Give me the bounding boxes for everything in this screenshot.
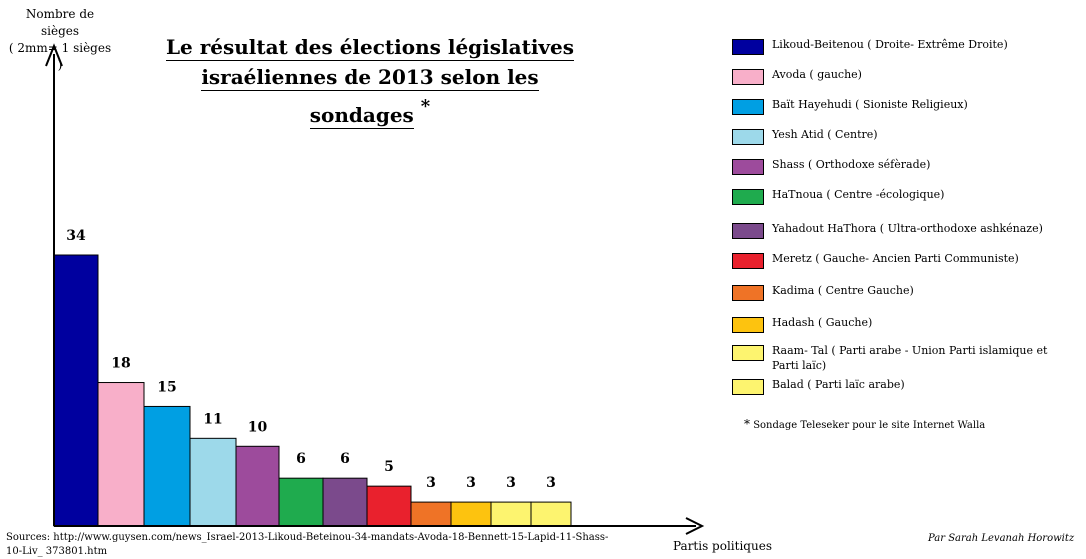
footnote-text: Sondage Teleseker pour le site Internet … xyxy=(753,420,986,431)
footnote-asterisk: * xyxy=(744,417,750,431)
legend-swatch-12 xyxy=(732,379,764,395)
value-label-1: 34 xyxy=(66,228,86,244)
value-label-10: 3 xyxy=(466,475,476,491)
legend-label-1: Likoud-Beitenou ( Droite- Extrême Droite… xyxy=(772,38,1008,51)
bar-3 xyxy=(143,405,191,527)
legend-label-12: Balad ( Parti laïc arabe) xyxy=(772,378,905,391)
legend-label-4: Yesh Atid ( Centre) xyxy=(772,128,878,141)
author-credit: Par Sarah Levanah Horowitz xyxy=(928,533,1075,544)
bar-9 xyxy=(410,501,452,527)
x-axis-label: Partis politiques xyxy=(673,539,772,553)
chart-title-line1: Le résultat des élections législatives xyxy=(165,35,575,61)
legend-label-11: Raam- Tal ( Parti arabe - Union Parti is… xyxy=(772,344,1048,372)
value-label-2: 18 xyxy=(111,356,130,372)
value-label-11: 3 xyxy=(506,475,516,491)
legend-swatch-2 xyxy=(732,69,764,85)
value-label-4: 11 xyxy=(203,411,222,427)
chart-title: Le résultat des élections législatives i… xyxy=(160,32,580,130)
legend-swatch-4 xyxy=(732,129,764,145)
legend-item-11: Raam- Tal ( Parti arabe - Union Parti is… xyxy=(732,343,1072,373)
sources-text: Sources: http://www.guysen.com/news_Isra… xyxy=(6,532,609,557)
value-label-6: 6 xyxy=(296,451,306,467)
value-label-5: 10 xyxy=(248,419,268,435)
legend-label-5: Shass ( Orthodoxe séfèrade) xyxy=(772,158,931,171)
bar-4 xyxy=(189,437,237,527)
x-axis xyxy=(54,517,705,535)
legend-item-1: Likoud-Beitenou ( Droite- Extrême Droite… xyxy=(732,37,1072,55)
legend-swatch-5 xyxy=(732,159,764,175)
value-label-8: 5 xyxy=(384,459,394,475)
bar-12 xyxy=(530,501,572,527)
legend-swatch-7 xyxy=(732,223,764,239)
legend-label-2: Avoda ( gauche) xyxy=(772,68,862,81)
legend-item-9: Kadima ( Centre Gauche) xyxy=(732,283,1072,301)
legend-label-3: Baït Hayehudi ( Sioniste Religieux) xyxy=(772,98,968,111)
legend-item-3: Baït Hayehudi ( Sioniste Religieux) xyxy=(732,97,1072,115)
chart-title-line2: israéliennes de 2013 selon les sondages xyxy=(201,65,539,129)
value-label-7: 6 xyxy=(340,451,350,467)
legend-swatch-1 xyxy=(732,39,764,55)
legend-swatch-6 xyxy=(732,189,764,205)
bar-2 xyxy=(97,382,145,527)
legend-label-10: Hadash ( Gauche) xyxy=(772,316,873,329)
chart-title-asterisk: * xyxy=(420,96,431,117)
bar-6 xyxy=(278,477,324,527)
bars-group xyxy=(53,254,572,527)
value-label-12: 3 xyxy=(546,475,556,491)
legend-label-9: Kadima ( Centre Gauche) xyxy=(772,284,914,297)
legend-item-10: Hadash ( Gauche) xyxy=(732,315,1072,333)
legend-label-7: Yahadout HaThora ( Ultra-orthodoxe ashké… xyxy=(772,222,1043,235)
legend-item-12: Balad ( Parti laïc arabe) xyxy=(732,377,1072,395)
legend-item-4: Yesh Atid ( Centre) xyxy=(732,127,1072,145)
y-axis xyxy=(45,43,63,526)
y-axis-label: Nombre de sièges ( 2mm= 1 sièges ) xyxy=(8,6,112,74)
bar-1 xyxy=(53,254,99,527)
legend-swatch-3 xyxy=(732,99,764,115)
legend-item-2: Avoda ( gauche) xyxy=(732,67,1072,85)
value-label-9: 3 xyxy=(426,475,436,491)
legend-label-6: HaTnoua ( Centre -écologique) xyxy=(772,188,945,201)
y-axis-label-line2: ( 2mm= 1 sièges ) xyxy=(8,41,112,72)
value-labels-group: 34 18 15 11 10 6 6 5 3 3 3 3 xyxy=(66,228,556,491)
bar-10 xyxy=(450,501,492,527)
legend-item-7: Yahadout HaThora ( Ultra-orthodoxe ashké… xyxy=(732,221,1072,239)
legend-item-6: HaTnoua ( Centre -écologique) xyxy=(732,187,1072,205)
bar-5 xyxy=(235,445,280,527)
bar-11 xyxy=(490,501,532,527)
legend-swatch-9 xyxy=(732,285,764,301)
legend-label-8: Meretz ( Gauche- Ancien Parti Communiste… xyxy=(772,252,1019,265)
legend-item-5: Shass ( Orthodoxe séfèrade) xyxy=(732,157,1072,175)
value-label-3: 15 xyxy=(157,379,176,395)
bar-8 xyxy=(366,485,412,527)
footnote: * Sondage Teleseker pour le site Interne… xyxy=(744,417,985,431)
legend-item-8: Meretz ( Gauche- Ancien Parti Communiste… xyxy=(732,251,1072,269)
legend-swatch-10 xyxy=(732,317,764,333)
bar-7 xyxy=(322,477,368,527)
y-axis-label-line1: Nombre de sièges xyxy=(25,7,95,38)
legend-swatch-11 xyxy=(732,345,764,361)
legend-swatch-8 xyxy=(732,253,764,269)
